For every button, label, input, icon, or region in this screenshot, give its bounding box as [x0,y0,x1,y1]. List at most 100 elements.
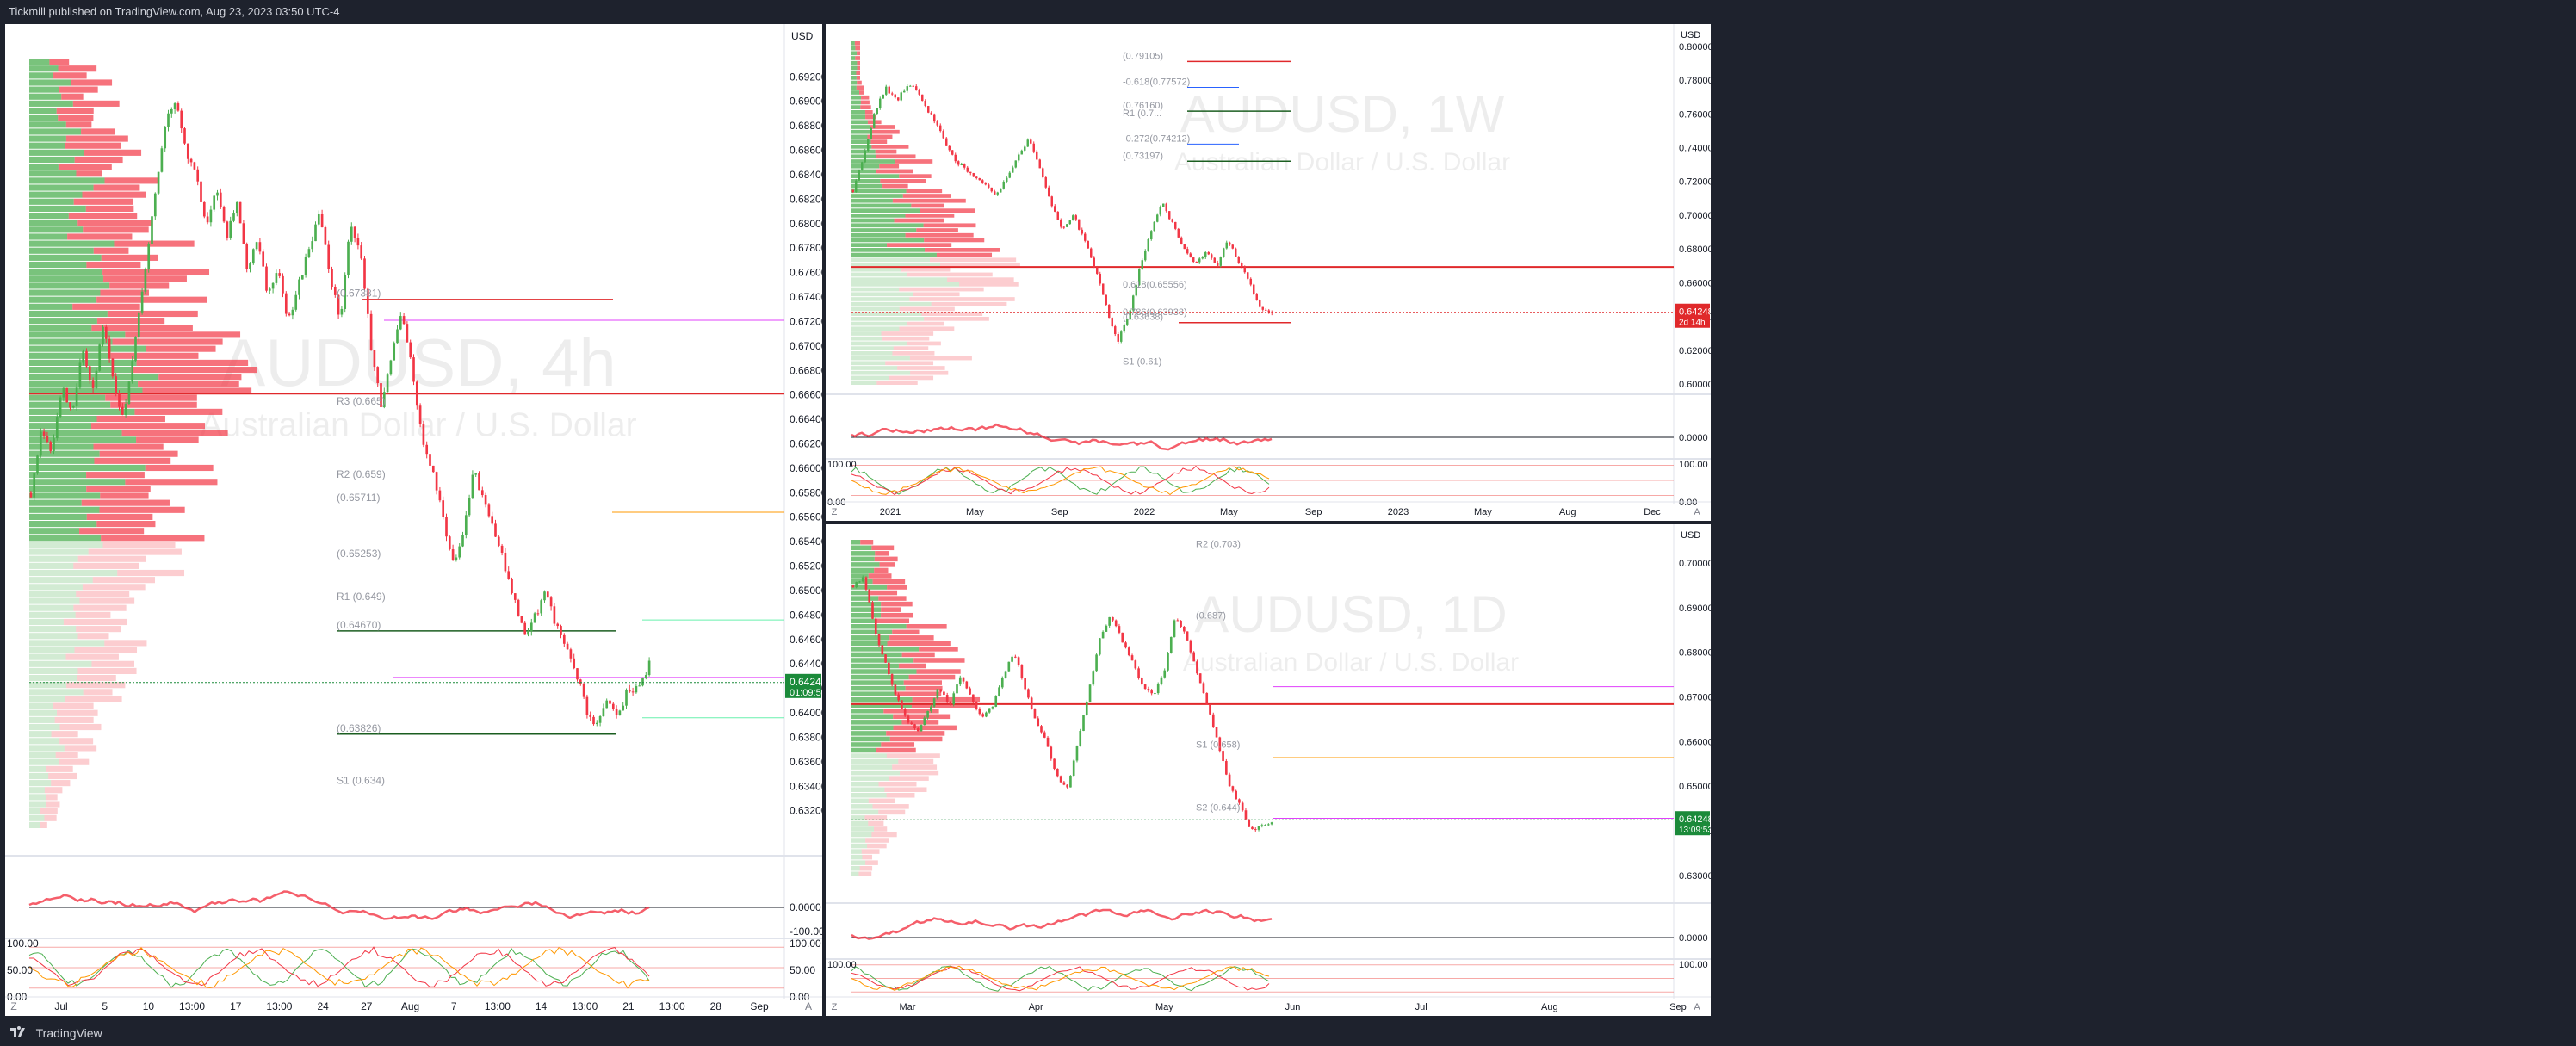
volume-profile-sell-bar [58,65,97,72]
chart-panel-1w[interactable]: AUDUSD, 1W Australian Dollar / U.S. Dolla… [826,24,1711,521]
time-axis-label: 21 [622,1000,635,1012]
volume-profile-buy-bar [851,366,898,370]
candle-body [930,112,932,115]
volume-profile-buy-bar [851,736,890,742]
volume-profile-sell-bar [859,865,873,871]
volume-profile-buy-bar [851,263,941,267]
candle-body [1096,267,1099,274]
tradingview-brand[interactable]: TradingView [35,1026,102,1040]
volume-profile-buy-bar [851,865,860,871]
candle-body [1201,257,1204,259]
price-axis-label: 0.70000 [1679,559,1711,569]
candle-body [1043,732,1046,738]
candle-body [962,677,965,682]
volume-profile-sell-bar [59,758,90,765]
volume-profile-buy-bar [851,272,907,277]
time-axis-label: 24 [317,1000,329,1012]
candle-body [1198,673,1202,684]
volume-profile-sell-bar [881,601,913,607]
candle-body [991,706,994,709]
volume-profile-buy-bar [29,381,139,387]
volume-profile-sell-bar [104,640,147,647]
volume-profile-sell-bar [68,213,138,220]
candle-body [431,465,435,473]
volume-profile-sell-bar [881,612,913,618]
volume-profile-buy-bar [29,254,102,261]
volume-profile-sell-bar [931,301,1007,306]
candle-body [1056,768,1059,777]
volume-profile-buy-bar [29,801,46,808]
candle-body [1017,657,1020,665]
volume-profile-buy-bar [851,573,869,579]
volume-profile-buy-bar [29,745,65,752]
candle-body [1090,248,1093,258]
volume-profile-buy-bar [851,232,906,238]
time-axis-label: Mar [900,1002,916,1012]
volume-profile-buy-bar [29,338,113,345]
candle-body [1211,254,1213,258]
candle-body [903,709,907,716]
candle-body [55,417,59,439]
candle-body [373,350,376,368]
volume-profile-sell-bar [959,282,1019,287]
volume-profile-buy-bar [29,100,73,107]
candle-body [235,201,238,214]
volume-profile-buy-bar [29,562,74,569]
volume-profile-sell-bar [856,85,864,90]
candle-body [1171,219,1173,222]
candle-body [975,176,978,179]
volume-profile-buy-bar [851,336,882,341]
volume-profile-buy-bar [29,325,92,331]
candle-body [990,187,993,192]
volume-profile-sell-bar [125,331,241,338]
time-axis-label: Aug [1541,1002,1558,1012]
candle-body [307,249,311,257]
volume-profile-sell-bar [110,352,199,359]
volume-profile-sell-bar [876,747,916,753]
candle-body [615,709,618,715]
chart-panel-4h[interactable]: AUDUSD, 4h Australian Dollar / U.S. Dolla… [5,24,822,1016]
candle-body [1186,631,1189,641]
volume-profile-buy-bar [29,86,59,93]
candle-body [879,98,882,108]
candle-body [1270,822,1273,825]
volume-profile-buy-bar [29,626,77,633]
volume-profile-sell-bar [65,121,92,128]
volume-profile-sell-bar [54,716,94,723]
volume-profile-sell-bar [907,272,993,277]
volume-profile-sell-bar [864,815,888,820]
stochastic-axis-label-left: 100.00 [827,460,857,470]
time-axis-label: May [966,507,984,517]
candle-body [1229,242,1231,245]
volume-profile-sell-bar [101,254,158,261]
candle-body [327,244,331,269]
tradingview-logo-icon[interactable] [10,1022,28,1046]
chart-4h-svg[interactable]: AUDUSD, 4h Australian Dollar / U.S. Dolla… [5,24,822,1016]
candle-body [647,660,651,676]
candle-body [858,581,861,583]
chart-panel-1d[interactable]: AUDUSD, 1D Australian Dollar / U.S. Dolla… [826,524,1711,1016]
candle-body [504,552,507,572]
candle-body [1024,678,1026,690]
candle-body [900,92,902,101]
candle-body [115,376,118,394]
candle-body [988,184,990,188]
volume-profile-sell-bar [862,854,873,860]
candle-body [1183,244,1186,250]
candle-body [851,585,855,588]
candle-body [960,164,963,165]
chart-1d-svg[interactable]: AUDUSD, 1D Australian Dollar / U.S. Dolla… [826,524,1711,1016]
chart-1w-svg[interactable]: AUDUSD, 1W Australian Dollar / U.S. Dolla… [826,24,1711,521]
candle-body [1024,146,1026,151]
volume-profile-sell-bar [887,243,952,247]
level-label: R3 (0.665) [337,395,386,407]
candle-body [1068,220,1071,225]
volume-profile-buy-bar [29,72,53,79]
volume-profile-buy-bar [851,696,913,702]
candle-body [255,242,258,250]
volume-profile-sell-bar [861,849,880,854]
candle-body [903,90,906,93]
candle-body [300,275,304,280]
